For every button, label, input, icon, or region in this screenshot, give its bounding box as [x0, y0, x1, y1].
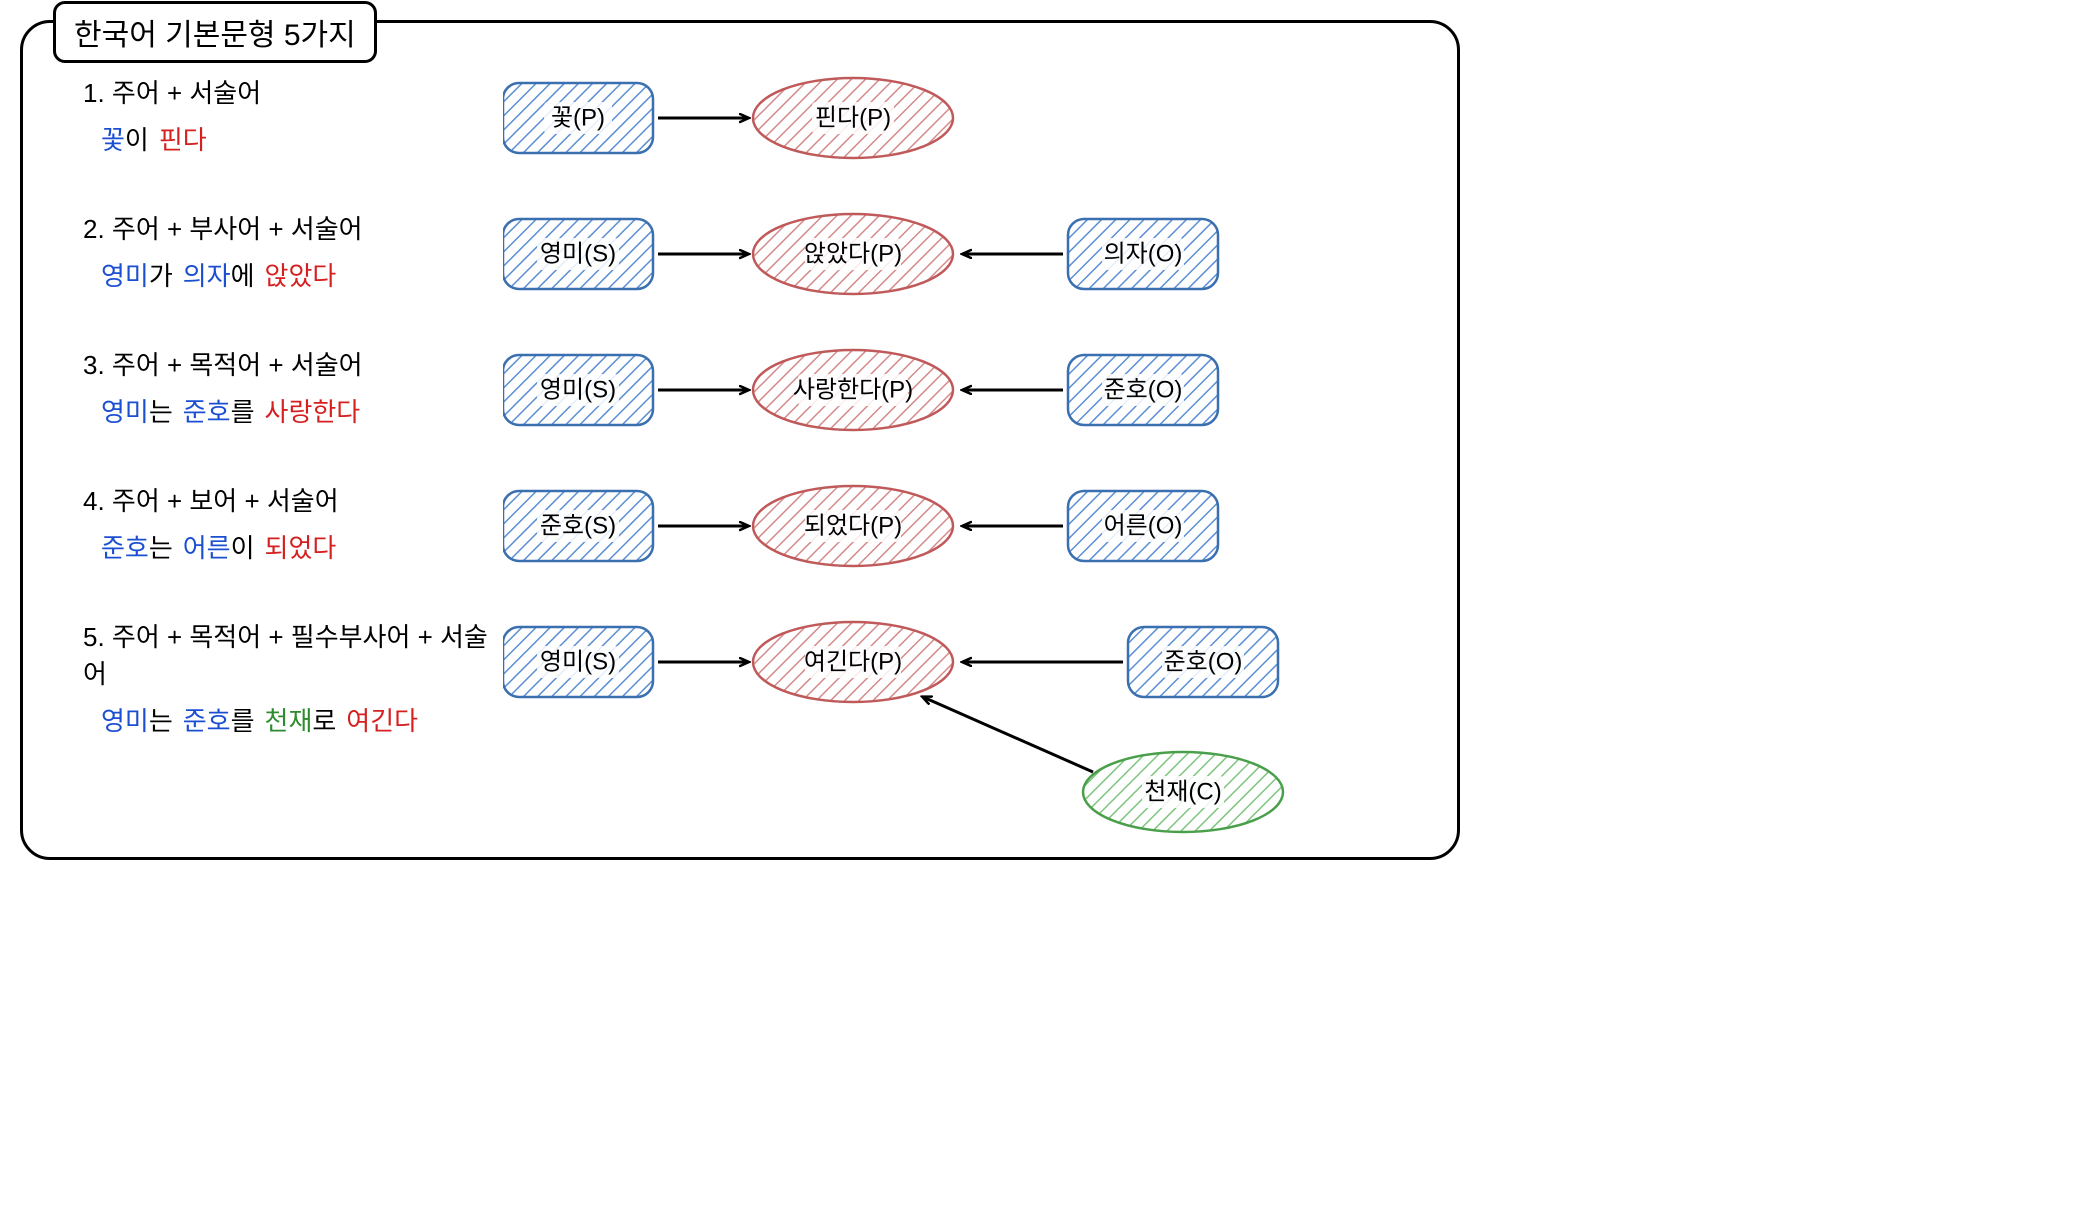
node-label: 준호(O): [1104, 377, 1183, 404]
example-suffix: 로: [312, 706, 336, 736]
node-label: 영미(S): [540, 377, 616, 404]
example-segment: 사랑한다: [265, 392, 361, 429]
node-label: 되었다(P): [804, 513, 902, 540]
node-label: 천재(C): [1144, 779, 1221, 806]
pattern-row-4: 4. 주어 + 보어 + 서술어준호는 어른이 되었다 준호(S) 되었다(P) 어른(O…: [83, 481, 1417, 571]
pattern-title: 4. 주어 + 보어 + 서술어: [83, 481, 503, 518]
example-suffix: 를: [231, 706, 255, 736]
example-segment: 어른이: [183, 528, 255, 565]
example-suffix: 는: [149, 706, 173, 736]
example-word: 의자: [183, 261, 231, 291]
node-label: 준호(S): [540, 513, 616, 540]
example-segment: 영미가: [101, 256, 173, 293]
example-word: 영미: [101, 397, 149, 427]
example-word: 준호: [183, 397, 231, 427]
example-word: 천재: [265, 706, 313, 736]
example-word: 여긴다: [346, 706, 418, 736]
node-label: 핀다(P): [815, 105, 891, 132]
pattern-row-5: 5. 주어 + 목적어 + 필수부사어 + 서술어영미는 준호를 천재로 여긴다 영미(…: [83, 617, 1417, 837]
main-frame: 한국어 기본문형 5가지 1. 주어 + 서술어꽃이핀다꽃(P)핀다(P)2. …: [20, 20, 1460, 860]
node-label: 꽃(P): [551, 105, 605, 132]
pattern-title: 5. 주어 + 목적어 + 필수부사어 + 서술어: [83, 617, 503, 691]
pattern-diagram-container: 꽃(P) 핀다(P): [503, 73, 1417, 163]
pattern-title: 3. 주어 + 목적어 + 서술어: [83, 345, 503, 382]
example-word: 준호: [183, 706, 231, 736]
pattern-diagram-container: 준호(S) 되었다(P) 어른(O): [503, 481, 1417, 571]
node-label: 준호(O): [1164, 649, 1243, 676]
node-label: 영미(S): [540, 241, 616, 268]
diagram: 꽃(P) 핀다(P): [503, 73, 1063, 163]
example-suffix: 이: [231, 533, 255, 563]
pattern-diagram-container: 영미(S) 앉았다(P) 의자(O): [503, 209, 1417, 299]
example-word: 영미: [101, 261, 149, 291]
example-suffix: 가: [149, 261, 173, 291]
node-label: 앉았다(P): [804, 241, 902, 268]
example-word: 앉았다: [265, 261, 337, 291]
pattern-row-3: 3. 주어 + 목적어 + 서술어영미는 준호를 사랑한다 영미(S) 사랑한다(P) 준…: [83, 345, 1417, 435]
example-segment: 영미는: [101, 701, 173, 738]
node-label: 사랑한다(P): [793, 377, 913, 404]
example-word: 어른: [183, 533, 231, 563]
example-suffix: 를: [231, 397, 255, 427]
pattern-example: 영미는 준호를 천재로 여긴다: [83, 701, 503, 738]
diagram: 영미(S) 사랑한다(P) 준호(O): [503, 345, 1303, 435]
node-label: 어른(O): [1104, 513, 1183, 540]
pattern-left: 5. 주어 + 목적어 + 필수부사어 + 서술어영미는 준호를 천재로 여긴다: [83, 617, 503, 738]
pattern-example: 영미는 준호를 사랑한다: [83, 392, 503, 429]
pattern-example: 영미가 의자에 앉았다: [83, 256, 503, 293]
title-box: 한국어 기본문형 5가지: [53, 1, 377, 63]
pattern-example: 준호는 어른이 되었다: [83, 528, 503, 565]
example-word: 꽃: [101, 125, 125, 155]
example-segment: 천재로: [265, 701, 337, 738]
diagram: 영미(S) 여긴다(P) 준호(O) 천재(C): [503, 617, 1363, 837]
example-segment: 준호는: [101, 528, 173, 565]
arrow: [923, 697, 1093, 772]
pattern-row-2: 2. 주어 + 부사어 + 서술어영미가 의자에 앉았다 영미(S) 앉았다(P) 의자(…: [83, 209, 1417, 299]
example-segment: 준호를: [183, 701, 255, 738]
pattern-left: 2. 주어 + 부사어 + 서술어영미가 의자에 앉았다: [83, 209, 503, 293]
example-word: 되었다: [265, 533, 337, 563]
example-suffix: 이: [125, 125, 149, 155]
example-word: 준호: [101, 533, 149, 563]
title-text: 한국어 기본문형 5가지: [74, 19, 356, 52]
example-segment: 여긴다: [346, 701, 418, 738]
node-label: 여긴다(P): [804, 649, 902, 676]
node-label: 의자(O): [1104, 241, 1183, 268]
example-segment: 의자에: [183, 256, 255, 293]
pattern-row-1: 1. 주어 + 서술어꽃이 핀다 꽃(P) 핀다(P): [83, 73, 1417, 163]
pattern-left: 1. 주어 + 서술어꽃이 핀다: [83, 73, 503, 157]
diagram: 영미(S) 앉았다(P) 의자(O): [503, 209, 1303, 299]
pattern-left: 4. 주어 + 보어 + 서술어준호는 어른이 되었다: [83, 481, 503, 565]
example-segment: 준호를: [183, 392, 255, 429]
pattern-title: 1. 주어 + 서술어: [83, 73, 503, 110]
example-word: 핀다: [159, 125, 207, 155]
example-suffix: 는: [149, 533, 173, 563]
diagram: 준호(S) 되었다(P) 어른(O): [503, 481, 1303, 571]
pattern-title: 2. 주어 + 부사어 + 서술어: [83, 209, 503, 246]
pattern-diagram-container: 영미(S) 여긴다(P) 준호(O) 천재(C): [503, 617, 1417, 837]
example-segment: 되었다: [265, 528, 337, 565]
pattern-left: 3. 주어 + 목적어 + 서술어영미는 준호를 사랑한다: [83, 345, 503, 429]
example-word: 영미: [101, 706, 149, 736]
example-segment: 앉았다: [265, 256, 337, 293]
pattern-example: 꽃이 핀다: [83, 120, 503, 157]
example-suffix: 에: [231, 261, 255, 291]
example-segment: 꽃이: [101, 120, 149, 157]
example-suffix: 는: [149, 397, 173, 427]
example-word: 사랑한다: [265, 397, 361, 427]
example-segment: 영미는: [101, 392, 173, 429]
node-label: 영미(S): [540, 649, 616, 676]
pattern-diagram-container: 영미(S) 사랑한다(P) 준호(O): [503, 345, 1417, 435]
example-segment: 핀다: [159, 120, 207, 157]
